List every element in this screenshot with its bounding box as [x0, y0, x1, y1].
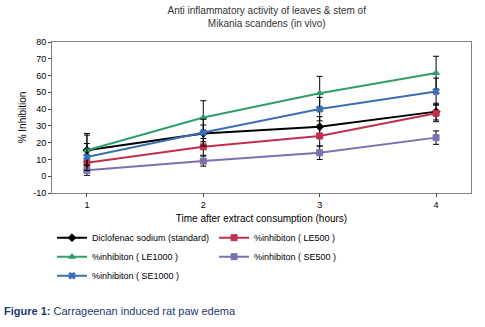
svg-text:40: 40 [36, 104, 46, 114]
svg-text:% Inhibition: % Inhibition [17, 92, 28, 144]
svg-text:%inhibiton ( LE1000 ): %inhibiton ( LE1000 ) [92, 252, 178, 262]
svg-text:60: 60 [36, 71, 46, 81]
svg-text:80: 80 [36, 37, 46, 47]
svg-text:0: 0 [41, 171, 46, 181]
svg-text:50: 50 [36, 87, 46, 97]
html-text:Figure 1: Carrageenan induced: Figure 1: Carrageenan induced rat paw ed… [4, 305, 236, 317]
svg-text:Time after extract consumption: Time after extract consumption (hours) [176, 213, 347, 224]
svg-text:1: 1 [84, 200, 89, 210]
svg-text:%inhibiton ( SE500 ): %inhibiton ( SE500 ) [254, 252, 336, 262]
svg-text:2: 2 [201, 200, 206, 210]
svg-text:Diclofenac sodium (standard): Diclofenac sodium (standard) [92, 233, 209, 243]
svg-text:70: 70 [36, 54, 46, 64]
svg-text:20: 20 [36, 138, 46, 148]
svg-text:4: 4 [434, 200, 439, 210]
svg-text:-10: -10 [33, 188, 46, 198]
svg-text:%inhibiton ( LE500 ): %inhibiton ( LE500 ) [254, 233, 335, 243]
svg-text:10: 10 [36, 155, 46, 165]
svg-text:%inhibiton ( SE1000 ): %inhibiton ( SE1000 ) [92, 271, 179, 281]
svg-text:30: 30 [36, 121, 46, 131]
svg-text:3: 3 [317, 200, 322, 210]
svg-text:Anti inflammatory activity of: Anti inflammatory activity of leaves & s… [168, 5, 367, 29]
